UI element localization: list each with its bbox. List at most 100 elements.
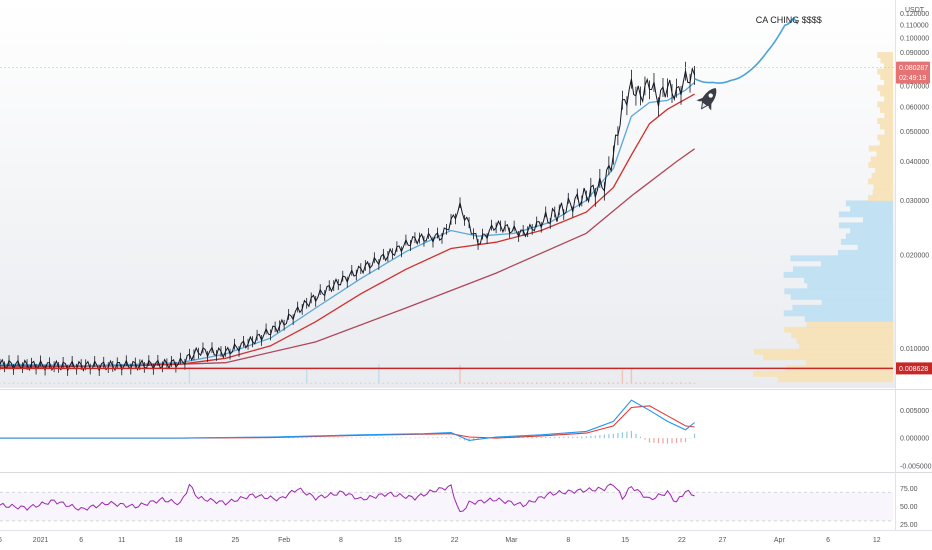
price-panel-background — [0, 0, 895, 388]
volume-bar — [324, 382, 326, 384]
volume-bar — [617, 382, 619, 384]
volume-bar — [459, 365, 461, 384]
volume-profile-bar — [884, 129, 893, 135]
macd-histogram-bar — [342, 437, 344, 439]
volume-profile-bar — [838, 249, 893, 256]
volume-bar — [53, 382, 55, 384]
volume-profile-bar — [790, 293, 893, 300]
volume-bar — [26, 382, 28, 384]
volume-profile-bar — [871, 172, 893, 179]
volume-bar — [139, 382, 141, 384]
volume-bar — [170, 382, 173, 384]
volume-bar — [630, 369, 633, 384]
macd-histogram-bar — [545, 436, 547, 439]
macd-histogram-bar — [333, 437, 335, 439]
macd-histogram-bar — [684, 438, 687, 443]
volume-bar — [265, 382, 267, 384]
volume-bar — [12, 382, 15, 384]
volume-bar — [599, 382, 601, 384]
volume-bar — [89, 382, 91, 384]
macd-histogram-bar — [459, 438, 461, 440]
macd-histogram-bar — [518, 437, 520, 439]
volume-bar — [197, 382, 200, 384]
volume-bar — [278, 382, 281, 384]
volume-bar — [558, 382, 560, 384]
macd-histogram-bar — [423, 437, 425, 439]
macd-histogram-bar — [626, 431, 628, 439]
macd-histogram-bar — [400, 437, 402, 439]
volume-bar — [405, 382, 407, 384]
volume-bar — [531, 382, 533, 384]
currency-label: USDT — [905, 7, 925, 14]
volume-bar — [554, 382, 556, 384]
volume-profile-bar — [880, 107, 893, 113]
volume-bar — [427, 382, 430, 384]
volume-bar — [30, 382, 33, 384]
time-axis-tick-label: 8 — [339, 537, 343, 544]
volume-bar — [179, 382, 182, 384]
volume-profile-bar — [845, 233, 893, 240]
rsi-line — [0, 483, 695, 513]
volume-bar — [39, 382, 42, 384]
price-axis-tick-label: 0.110000 — [900, 23, 929, 30]
rsi-axis-tick-label: 50.00 — [900, 504, 918, 511]
volume-bar — [499, 382, 502, 384]
volume-bar — [671, 382, 673, 384]
macd-histogram-bar — [283, 437, 285, 439]
macd-histogram-bar — [382, 437, 384, 439]
volume-profile-bar — [821, 299, 893, 306]
volume-bar — [360, 382, 362, 384]
macd-histogram-bar — [554, 436, 556, 439]
volume-bar — [75, 382, 78, 384]
countdown-label: 02:49:19 — [899, 75, 926, 82]
macd-histogram-bar — [418, 437, 421, 439]
volume-bar — [653, 382, 655, 384]
volume-bar — [581, 382, 583, 384]
volume-bar — [143, 382, 146, 384]
volume-bar — [346, 382, 348, 384]
volume-bar — [84, 382, 87, 384]
volume-bar — [648, 382, 651, 384]
volume-profile-bar — [850, 205, 893, 212]
volume-bar — [0, 383, 1, 384]
volume-profile-bar — [784, 288, 893, 295]
volume-bar — [310, 382, 312, 384]
volume-bar — [103, 382, 105, 384]
volume-profile-bar — [876, 150, 893, 157]
macd-histogram-bar — [373, 437, 375, 439]
volume-profile-bar — [868, 178, 893, 185]
volume-profile-bar — [877, 134, 893, 141]
volume-bar — [319, 382, 321, 384]
volume-bar — [680, 382, 682, 384]
volume-bar — [256, 382, 258, 384]
macd-line — [0, 399, 695, 441]
macd-histogram-bar — [531, 437, 533, 439]
macd-histogram-bar — [306, 437, 308, 439]
volume-profile-bar — [884, 112, 893, 119]
volume-profile-bar — [840, 238, 893, 245]
volume-bar — [274, 382, 276, 384]
volume-bar — [62, 382, 64, 384]
volume-bars — [0, 364, 696, 384]
volume-bar — [693, 382, 696, 384]
time-axis-tick-label: 25 — [232, 537, 240, 544]
macd-histogram-bar — [644, 438, 646, 440]
price-axis-tick-label: 0.060000 — [900, 104, 929, 111]
volume-profile-bar — [783, 271, 893, 278]
volume-bar — [283, 382, 285, 384]
volume-bar — [409, 382, 412, 384]
volume-bar — [423, 382, 425, 384]
volume-bar — [242, 382, 245, 384]
macd-histogram-bar — [630, 430, 633, 439]
volume-profile-bar — [879, 123, 893, 130]
volume-profile-bar — [868, 161, 893, 168]
macd-histogram-bar — [581, 436, 583, 439]
volume-bar — [369, 382, 371, 384]
macd-panel-background — [0, 391, 895, 471]
macd-histogram-bar — [585, 436, 587, 439]
volume-bar — [378, 364, 380, 384]
macd-histogram-bar — [463, 438, 466, 441]
volume-bar — [689, 382, 691, 384]
volume-bar — [572, 382, 574, 384]
